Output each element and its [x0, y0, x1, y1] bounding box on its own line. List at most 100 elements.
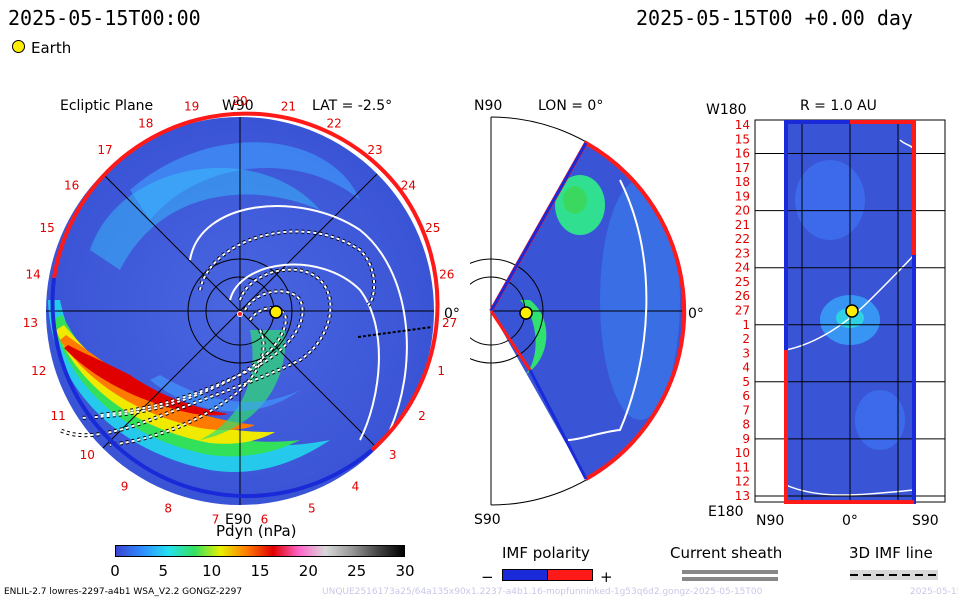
sphere-y-tick: 9	[742, 432, 750, 446]
carrington-label: 9	[121, 480, 129, 494]
sphere-y-tick: 17	[735, 161, 750, 175]
sphere-y-tick: 26	[735, 289, 750, 303]
sphere-y-tick: 2	[742, 332, 750, 346]
colorbar	[115, 545, 405, 557]
sphere-x-tick-0: 0°	[842, 513, 858, 529]
sphere-bottom-axis: E180	[708, 504, 744, 520]
sphere-y-tick: 7	[742, 403, 750, 417]
earth-legend-label: Earth	[31, 39, 72, 57]
sphere-y-tick: 24	[735, 261, 750, 275]
sphere-title: R = 1.0 AU	[800, 98, 877, 114]
carrington-label: 4	[352, 480, 360, 494]
meridional-top-axis: N90	[474, 98, 502, 114]
sphere-y-tick: 11	[735, 461, 750, 475]
carrington-label: 20	[232, 94, 247, 108]
sphere-y-tick: 4	[742, 361, 750, 375]
meridional-panel: N90 LON = 0° S90 0°	[470, 98, 704, 528]
carrington-label: 17	[97, 143, 112, 157]
carrington-label: 10	[80, 448, 95, 462]
meridional-bottom-axis: S90	[474, 512, 501, 528]
carrington-label: 8	[164, 501, 172, 515]
footer-model-info: ENLIL-2.7 lowres-2297-a4b1 WSA_V2.2 GONG…	[4, 587, 243, 597]
imf-line-swatch	[850, 570, 938, 580]
carrington-label: 2	[418, 409, 426, 423]
carrington-label: 3	[389, 448, 397, 462]
sphere-y-tick: 22	[735, 232, 750, 246]
colorbar-tick: 30	[395, 562, 415, 580]
carrington-label: 11	[50, 409, 65, 423]
sphere-y-tick: 23	[735, 246, 750, 260]
sphere-y-tick: 25	[735, 275, 750, 289]
colorbar-tick: 20	[298, 562, 318, 580]
sphere-panel: W180 R = 1.0 AU E180 1415161718192021222…	[706, 98, 946, 529]
sphere-x-tick-s90: S90	[912, 513, 939, 529]
sphere-y-tick: 19	[735, 189, 750, 203]
carrington-label: 23	[367, 143, 382, 157]
carrington-label: 24	[401, 179, 416, 193]
meridional-title: LON = 0°	[538, 98, 603, 114]
meridional-polarity-positive	[489, 140, 687, 321]
sphere-y-tick: 15	[735, 132, 750, 146]
current-sheath-title: Current sheath	[670, 544, 783, 562]
carrington-label: 18	[138, 116, 153, 130]
sphere-y-tick: 8	[742, 418, 750, 432]
sphere-y-tick: 18	[735, 175, 750, 189]
earth-legend-icon	[12, 40, 25, 53]
ecliptic-polarity-positive	[52, 111, 440, 452]
date-right: 2025-05-15T00 +0.00 day	[636, 6, 913, 30]
carrington-label: 25	[425, 221, 440, 235]
sphere-x-tick-n90: N90	[756, 513, 784, 529]
meridional-density-features	[520, 175, 680, 420]
footer-run-id: UNQUE2516173a25/64a135x90x1.2237-a4b1.16…	[322, 587, 763, 597]
carrington-label: 13	[23, 316, 38, 330]
carrington-label: 15	[40, 221, 55, 235]
meridional-current-sheath	[567, 179, 648, 441]
sphere-y-tick: 21	[735, 218, 750, 232]
sphere-y-tick: 3	[742, 346, 750, 360]
colorbar-title: Pdyn (nPa)	[216, 522, 297, 540]
ecliptic-imf-lines-white	[59, 230, 376, 446]
imf-line-title: 3D IMF line	[849, 544, 933, 562]
carrington-label: 6	[261, 513, 269, 527]
sphere-y-tick: 10	[735, 446, 750, 460]
sun-marker	[237, 311, 243, 317]
colorbar-tick: 15	[250, 562, 270, 580]
current-sheath-swatch-2	[682, 577, 778, 581]
earth-marker-sphere	[845, 304, 859, 318]
carrington-label: 16	[64, 179, 79, 193]
sphere-y-tick: 20	[735, 204, 750, 218]
ecliptic-current-sheath	[189, 205, 408, 441]
ecliptic-title: Ecliptic Plane	[60, 98, 153, 114]
carrington-label: 19	[184, 100, 199, 114]
earth-marker-meridional	[519, 306, 533, 320]
sphere-y-ticks: 1415161718192021222324252627123456789101…	[735, 118, 750, 503]
carrington-label: 7	[212, 513, 220, 527]
ecliptic-panel: Ecliptic Plane W90 LAT = -2.5° E90 0°	[23, 94, 460, 528]
ecliptic-to-meridional-link	[357, 326, 433, 338]
sphere-y-tick: 13	[735, 489, 750, 503]
carrington-label: 14	[26, 268, 41, 282]
carrington-label: 12	[31, 364, 46, 378]
earth-marker-ecliptic	[269, 305, 283, 319]
carrington-label: 27	[442, 316, 457, 330]
carrington-label: 26	[439, 268, 454, 282]
carrington-label: 1	[437, 364, 445, 378]
ecliptic-right-axis: 0°	[444, 306, 460, 322]
colorbar-tick: 0	[110, 562, 120, 580]
ecliptic-bottom-axis: E90	[225, 512, 252, 528]
carrington-labels: 20 21222324252627123456789101112131415161…	[23, 94, 457, 527]
meridional-right-axis: 0°	[688, 306, 704, 322]
sphere-y-tick: 6	[742, 389, 750, 403]
colorbar-tick: 5	[158, 562, 169, 580]
colorbar-tick: 10	[202, 562, 222, 580]
current-sheath-swatch-1	[682, 570, 778, 574]
colorbar-tick: 25	[347, 562, 367, 580]
ecliptic-lat-label: LAT = -2.5°	[312, 98, 392, 114]
sphere-y-tick: 27	[735, 304, 750, 318]
ecliptic-top-axis: W90	[222, 98, 254, 114]
carrington-label: 22	[327, 116, 342, 130]
date-left: 2025-05-15T00:00	[8, 6, 201, 30]
imf-plus-label: +	[600, 568, 613, 586]
imf-minus-label: −	[481, 568, 494, 586]
sphere-y-tick: 14	[735, 118, 750, 132]
